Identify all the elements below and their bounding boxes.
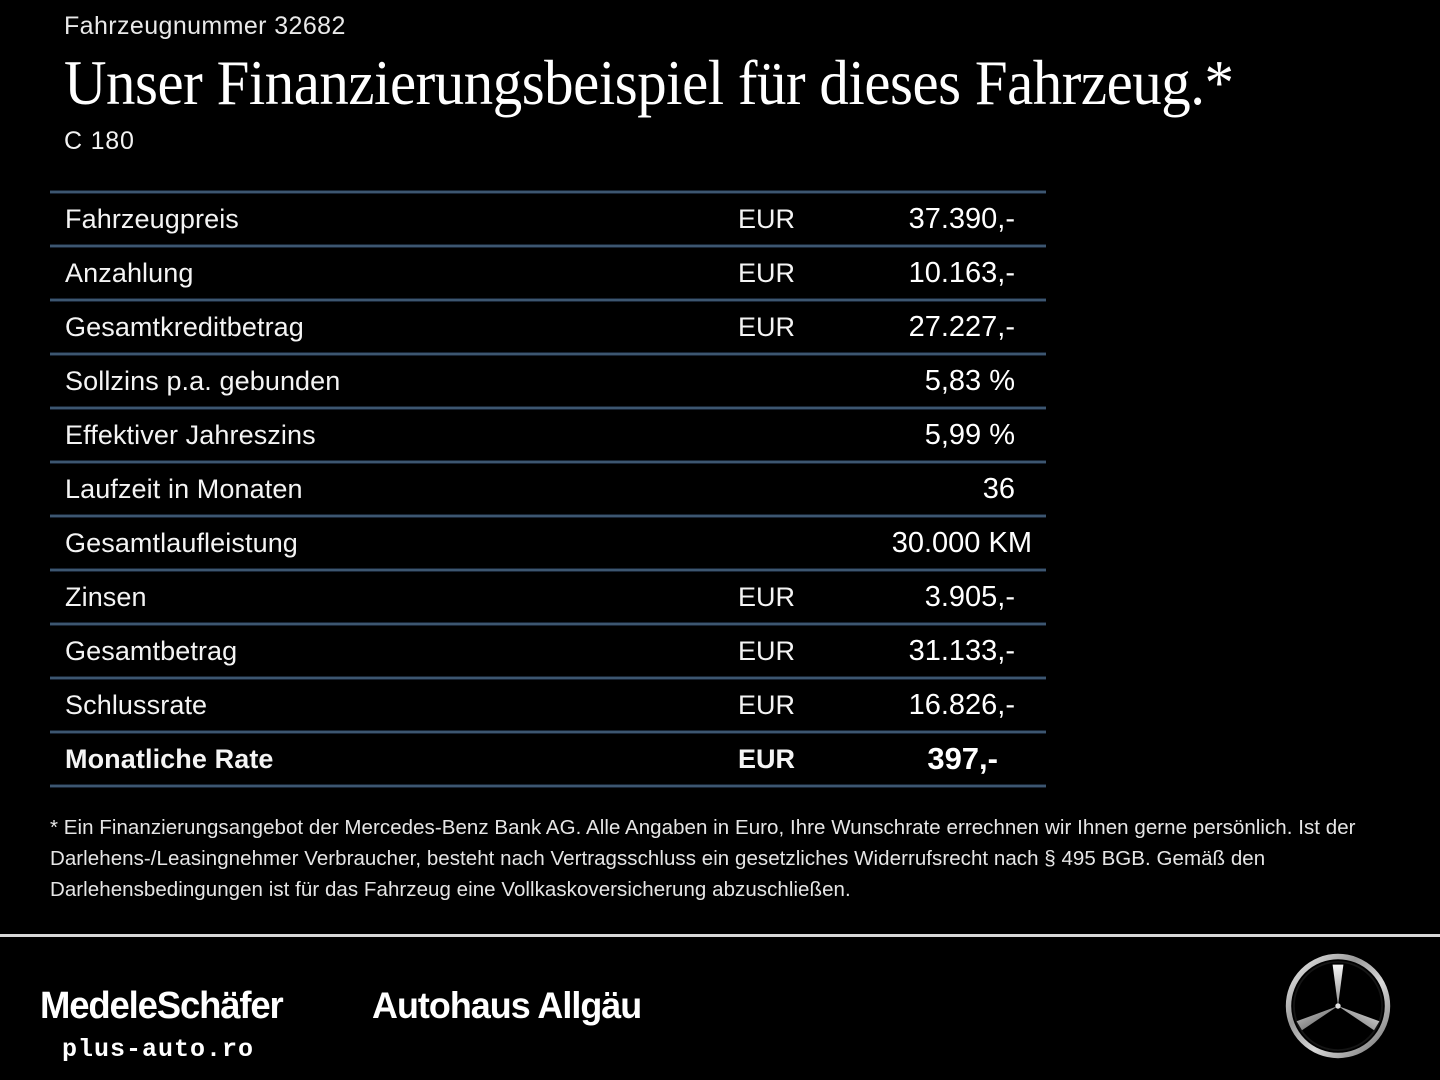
table-rule bbox=[50, 406, 1046, 410]
header: Fahrzeugnummer 32682 Unser Finanzierungs… bbox=[64, 10, 1394, 158]
row-currency: EUR bbox=[738, 257, 796, 288]
vehicle-number: Fahrzeugnummer 32682 bbox=[64, 12, 346, 40]
mercedes-benz-star-icon bbox=[1285, 953, 1391, 1059]
table-rule bbox=[50, 352, 1046, 356]
table-rule bbox=[50, 730, 1046, 734]
model-name: C 180 bbox=[64, 127, 135, 155]
table-rule bbox=[50, 244, 1046, 248]
watermark-plus-auto: plus-auto.ro bbox=[62, 1035, 255, 1064]
row-label: Sollzins p.a. gebunden bbox=[65, 365, 341, 396]
table-rule bbox=[50, 676, 1046, 680]
row-value: 27.227,- bbox=[908, 310, 1015, 343]
table-row: Fahrzeugpreis EUR 37.390,- bbox=[50, 194, 1046, 244]
row-value: 16.826,- bbox=[908, 688, 1015, 721]
table-rule bbox=[50, 784, 1046, 788]
table-row: Zinsen EUR 3.905,- bbox=[50, 572, 1046, 622]
row-value: 37.390,- bbox=[908, 202, 1015, 235]
table-row: Schlussrate EUR 16.826,- bbox=[50, 680, 1046, 730]
footer-divider bbox=[0, 934, 1440, 937]
row-value: 397,- bbox=[927, 741, 998, 776]
row-value: 30.000 KM bbox=[891, 526, 1032, 559]
table-rule bbox=[50, 568, 1046, 572]
table-row: Gesamtlaufleistung 30.000 KM bbox=[50, 518, 1046, 568]
row-label: Schlussrate bbox=[65, 689, 208, 720]
row-label: Zinsen bbox=[65, 581, 147, 612]
finance-table: Fahrzeugpreis EUR 37.390,- Anzahlung EUR… bbox=[50, 190, 1046, 788]
row-label: Gesamtbetrag bbox=[65, 635, 238, 666]
row-label: Fahrzeugpreis bbox=[65, 203, 239, 234]
row-currency: EUR bbox=[738, 689, 796, 720]
row-currency: EUR bbox=[738, 581, 796, 612]
row-currency: EUR bbox=[738, 203, 796, 234]
table-rule bbox=[50, 460, 1046, 464]
table-row: Effektiver Jahreszins 5,99 % bbox=[50, 410, 1046, 460]
row-label: Anzahlung bbox=[65, 257, 194, 288]
table-rule bbox=[50, 514, 1046, 518]
dealer-logo-autohaus-allgaeu: Autohaus Allgäu bbox=[372, 985, 642, 1026]
table-row: Sollzins p.a. gebunden 5,83 % bbox=[50, 356, 1046, 406]
legal-footnote: * Ein Finanzierungsangebot der Mercedes-… bbox=[50, 816, 1356, 901]
row-label: Monatliche Rate bbox=[65, 743, 274, 774]
row-currency: EUR bbox=[738, 311, 796, 342]
table-row: Laufzeit in Monaten 36 bbox=[50, 464, 1046, 514]
table-rule bbox=[50, 622, 1046, 626]
row-label: Effektiver Jahreszins bbox=[65, 419, 316, 450]
row-currency: EUR bbox=[738, 743, 796, 774]
row-value: 5,99 % bbox=[924, 418, 1015, 451]
row-value: 3.905,- bbox=[924, 580, 1015, 613]
row-label: Gesamtlaufleistung bbox=[65, 527, 298, 558]
dealer-logo-medeleschaefer: MedeleSchäfer bbox=[40, 985, 284, 1027]
table-row: Anzahlung EUR 10.163,- bbox=[50, 248, 1046, 298]
table-row-total: Monatliche Rate EUR 397,- bbox=[50, 734, 1046, 784]
page-title: Unser Finanzierungsbeispiel für dieses F… bbox=[64, 47, 1234, 118]
table-rule bbox=[50, 298, 1046, 302]
table-row: Gesamtbetrag EUR 31.133,- bbox=[50, 626, 1046, 676]
row-value: 31.133,- bbox=[908, 634, 1015, 667]
dealer-tagline: . . . . bbox=[42, 1023, 102, 1031]
row-value: 10.163,- bbox=[908, 256, 1015, 289]
table-rule bbox=[50, 190, 1046, 194]
table-row: Gesamtkreditbetrag EUR 27.227,- bbox=[50, 302, 1046, 352]
row-value: 5,83 % bbox=[924, 364, 1015, 397]
row-value: 36 bbox=[982, 472, 1015, 505]
row-label: Laufzeit in Monaten bbox=[65, 473, 303, 504]
footer: MedeleSchäfer . . . . Autohaus Allgäu bbox=[0, 937, 1440, 1080]
row-currency: EUR bbox=[738, 635, 796, 666]
row-label: Gesamtkreditbetrag bbox=[65, 311, 304, 342]
